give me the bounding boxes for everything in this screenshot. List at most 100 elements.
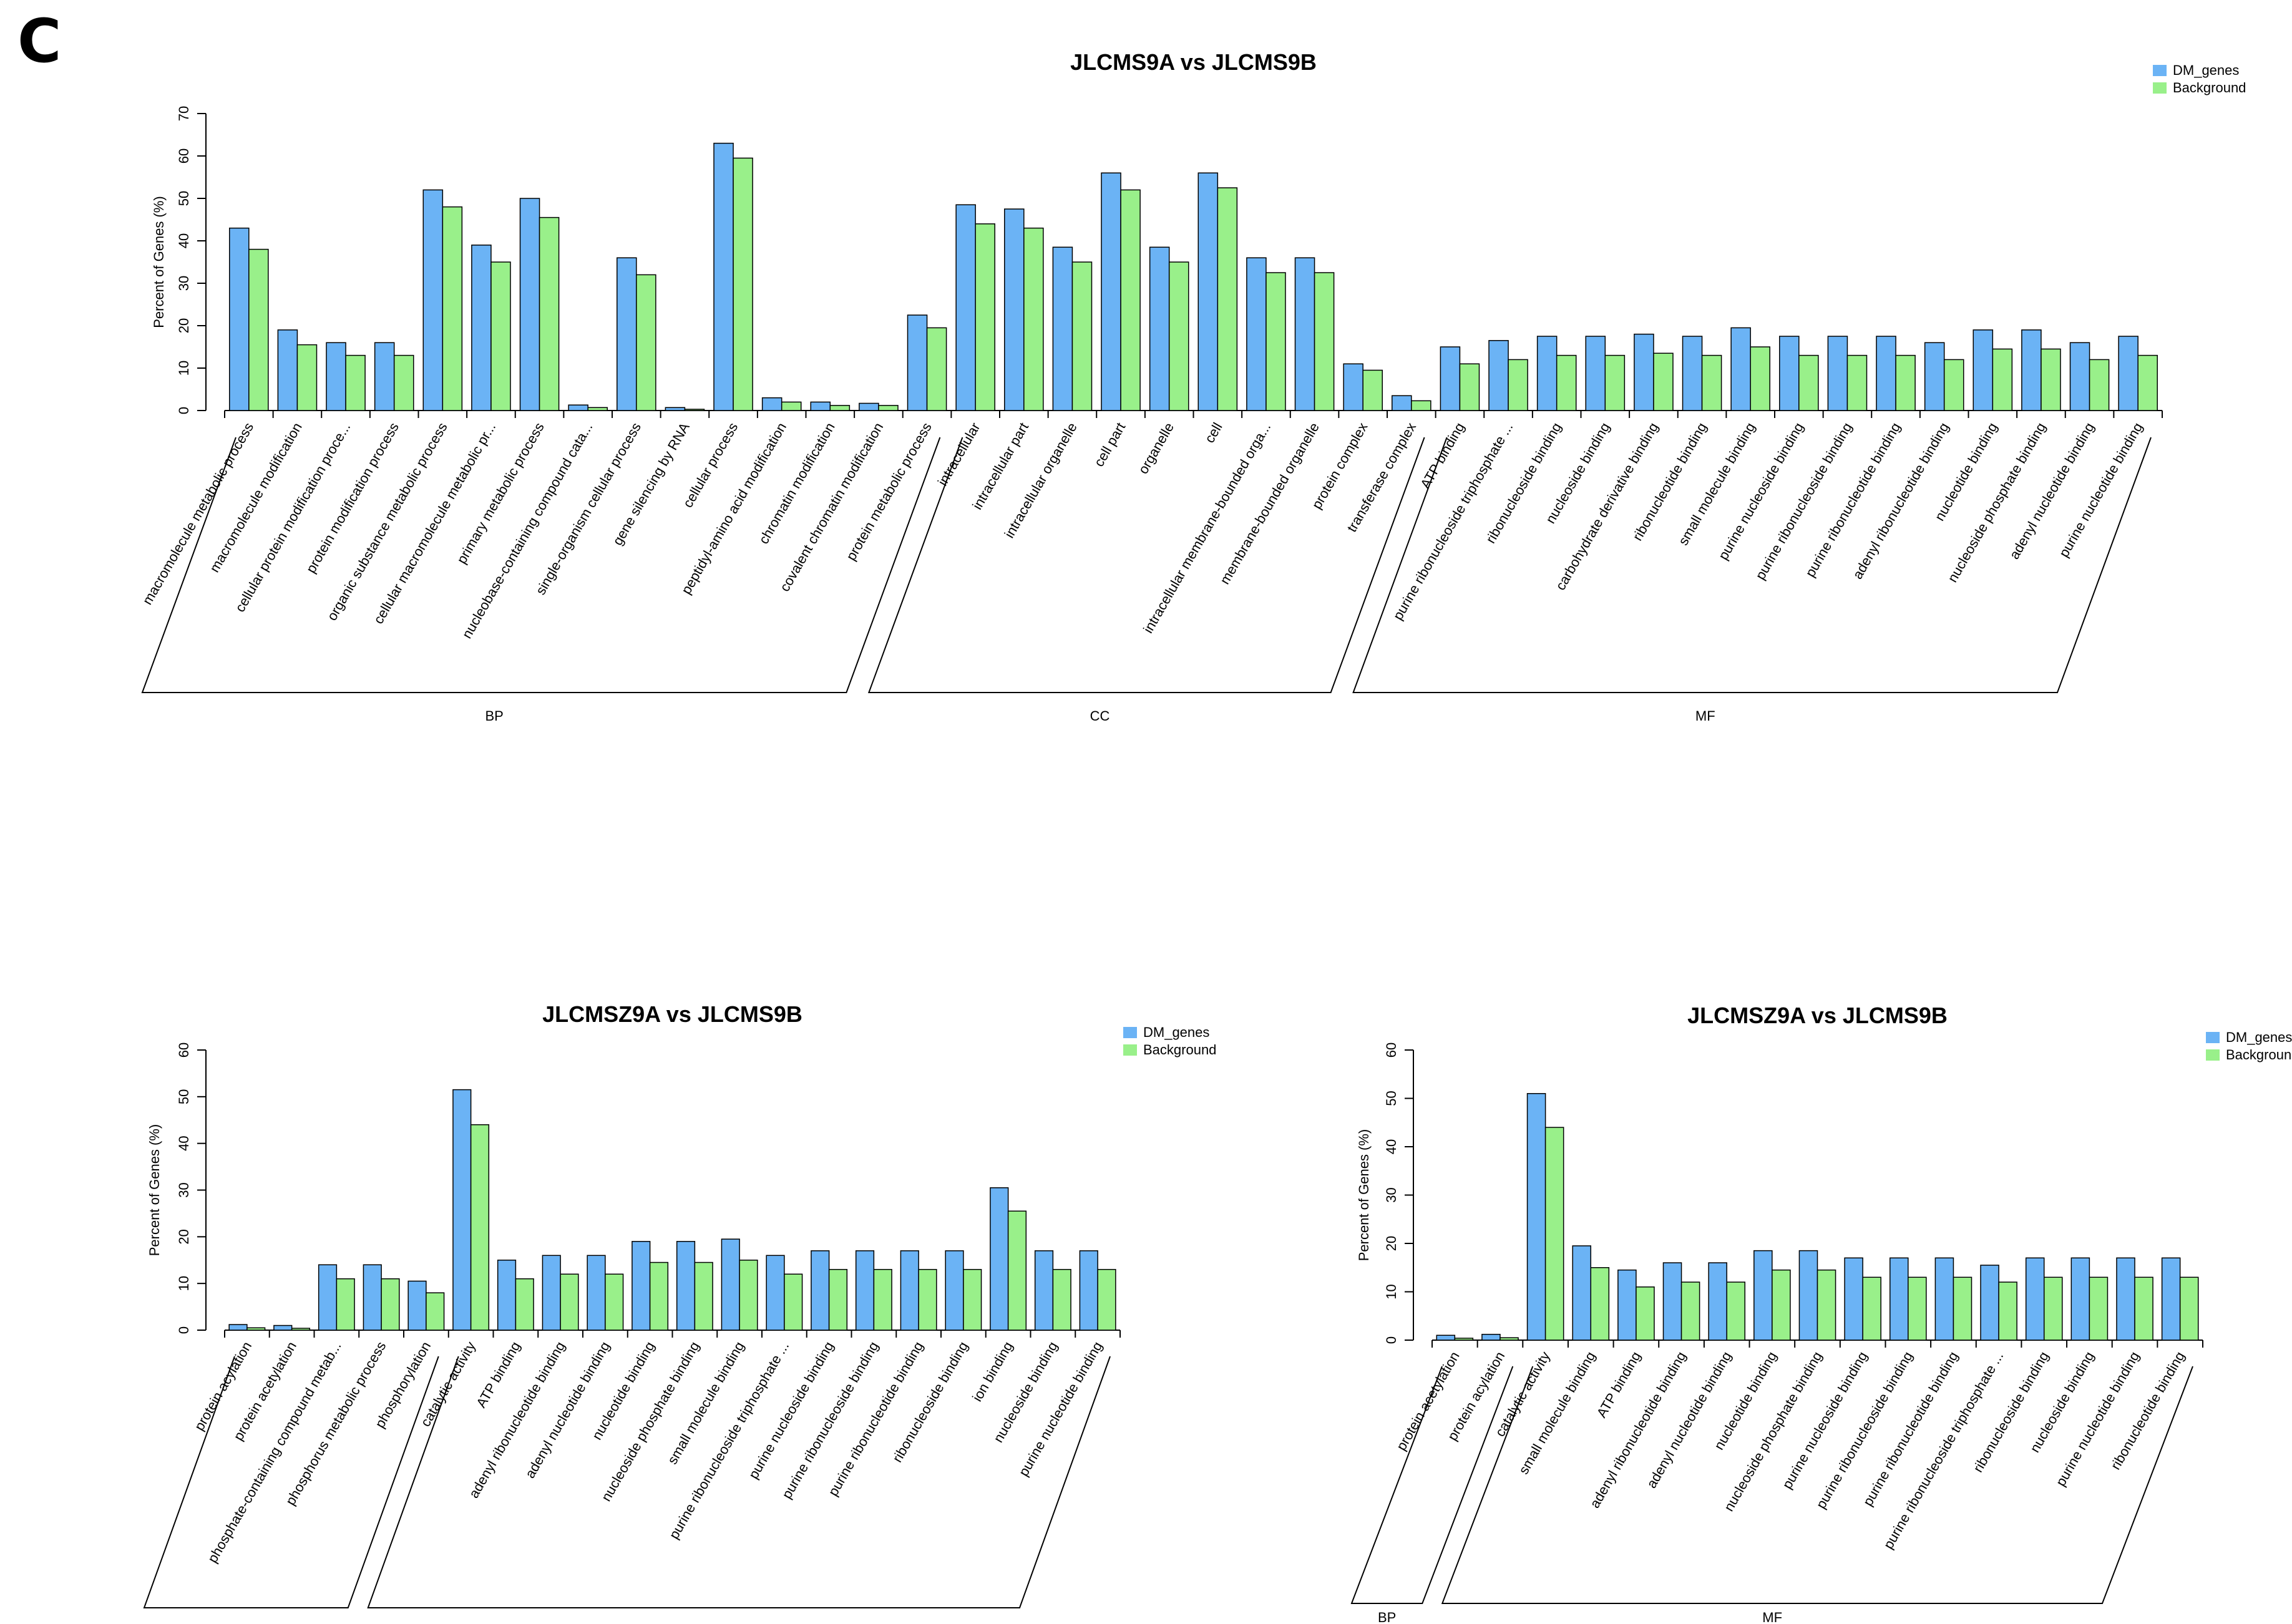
bar-dm-genes bbox=[1634, 333, 1654, 411]
bar-background bbox=[975, 223, 995, 411]
bar-dm-genes bbox=[2021, 329, 2042, 411]
x-category-label: nucleoside phosphate binding bbox=[1944, 420, 2049, 585]
bar-background bbox=[878, 405, 899, 411]
bar-background bbox=[539, 216, 560, 411]
bar-background bbox=[515, 1278, 534, 1331]
x-category-label: macromolecule modification bbox=[207, 420, 305, 575]
y-tick-label: 30 bbox=[176, 1182, 192, 1197]
bar-background bbox=[828, 1268, 848, 1331]
bar-dm-genes bbox=[519, 198, 540, 411]
bar-dm-genes bbox=[1572, 1245, 1592, 1341]
bar-dm-genes bbox=[1488, 340, 1509, 411]
bar-dm-genes bbox=[713, 142, 734, 411]
x-category-label: cell part bbox=[1091, 420, 1128, 469]
bar-background bbox=[1362, 369, 1383, 411]
bar-background bbox=[587, 407, 608, 411]
bar-dm-genes bbox=[665, 407, 686, 411]
group-label: BP bbox=[485, 708, 504, 724]
bar-dm-genes bbox=[363, 1264, 382, 1331]
bar-dm-genes bbox=[318, 1264, 338, 1331]
bar-dm-genes bbox=[721, 1238, 740, 1331]
bar-dm-genes bbox=[2025, 1257, 2045, 1341]
legend-swatch bbox=[1123, 1027, 1137, 1038]
bar-dm-genes bbox=[1980, 1265, 1999, 1341]
chart-title: JLCMS9A vs JLCMS9B bbox=[1070, 49, 1317, 75]
x-category-label: membrane-bounded organelle bbox=[1217, 420, 1322, 587]
bar-dm-genes bbox=[452, 1089, 472, 1331]
bar-dm-genes bbox=[1536, 336, 1558, 411]
bar-dm-genes bbox=[1052, 246, 1073, 411]
bar-dm-genes bbox=[1844, 1257, 1863, 1341]
bar-background bbox=[1750, 346, 1770, 411]
bar-dm-genes bbox=[766, 1255, 785, 1331]
bar-dm-genes bbox=[1343, 363, 1363, 411]
bar-dm-genes bbox=[277, 329, 298, 411]
x-category-label: ATP binding bbox=[1417, 420, 1468, 492]
legend-label: Background bbox=[2226, 1047, 2292, 1062]
bar-background bbox=[1701, 354, 1722, 411]
x-category-label: adenyl ribonucleotide binding bbox=[1850, 420, 1952, 581]
y-tick-label: 60 bbox=[176, 1043, 192, 1058]
x-category-label: primary metabolic process bbox=[454, 420, 547, 566]
y-tick-label: 20 bbox=[1383, 1236, 1399, 1251]
bar-background bbox=[393, 354, 414, 411]
bar-background bbox=[1168, 261, 1189, 411]
y-tick-label: 50 bbox=[176, 191, 192, 206]
bar-background bbox=[1500, 1337, 1519, 1341]
bar-background bbox=[560, 1273, 579, 1331]
bar-dm-genes bbox=[1440, 346, 1461, 411]
bar-background bbox=[963, 1268, 982, 1331]
bar-background bbox=[1265, 272, 1286, 411]
y-tick-label: 30 bbox=[176, 276, 192, 291]
y-tick-label: 60 bbox=[176, 148, 192, 163]
bar-background bbox=[1998, 1281, 2017, 1341]
y-tick-label: 60 bbox=[1383, 1043, 1399, 1058]
chart-title: JLCMSZ9A vs JLCMS9B bbox=[542, 1001, 802, 1027]
bar-dm-genes bbox=[374, 342, 395, 411]
bar-background bbox=[1411, 400, 1431, 411]
group-label: CC bbox=[1090, 708, 1110, 724]
bar-background bbox=[1314, 272, 1335, 411]
bar-background bbox=[694, 1262, 713, 1331]
x-category-label: covalent chromatin modification bbox=[777, 420, 887, 594]
x-category-label: purine nucleoside binding bbox=[1779, 1349, 1870, 1492]
group-bracket bbox=[867, 437, 1425, 693]
bar-background bbox=[1772, 1269, 1791, 1341]
group-label: BP bbox=[1378, 1610, 1396, 1624]
legend-swatch bbox=[1123, 1044, 1137, 1056]
x-category-label: purine nucleotide binding bbox=[2052, 1349, 2142, 1489]
bar-dm-genes bbox=[497, 1260, 517, 1331]
bar-dm-genes bbox=[2069, 342, 2090, 411]
bar-dm-genes bbox=[1079, 1250, 1098, 1331]
bar-dm-genes bbox=[1101, 172, 1121, 411]
y-tick-label: 10 bbox=[176, 1276, 192, 1291]
x-category-label: small molecule binding bbox=[665, 1339, 748, 1467]
group-bracket bbox=[367, 1356, 1111, 1608]
legend-swatch bbox=[2206, 1032, 2220, 1043]
y-tick-label: 40 bbox=[176, 1135, 192, 1150]
bar-background bbox=[1636, 1286, 1655, 1341]
bar-background bbox=[649, 1262, 669, 1331]
bar-background bbox=[1862, 1276, 1881, 1341]
bar-background bbox=[336, 1278, 355, 1331]
bar-dm-genes bbox=[1246, 257, 1267, 411]
bar-background bbox=[2134, 1276, 2153, 1341]
bar-dm-genes bbox=[2070, 1257, 2090, 1341]
bar-background bbox=[490, 261, 511, 411]
bar-background bbox=[873, 1268, 892, 1331]
bar-dm-genes bbox=[1662, 1262, 1682, 1341]
bar-background bbox=[2041, 348, 2061, 411]
bar-background bbox=[1556, 354, 1577, 411]
chart-bottom-right: JLCMSZ9A vs JLCMS9B 0 10 20 30 40 50 60 Percent … bbox=[1350, 1003, 2292, 1624]
x-category-label: purine ribonucleoside binding bbox=[1752, 420, 1855, 582]
bar-dm-genes bbox=[990, 1187, 1009, 1331]
bar-dm-genes bbox=[811, 1250, 830, 1331]
bar-dm-genes bbox=[2118, 336, 2138, 411]
bar-dm-genes bbox=[900, 1250, 919, 1331]
bar-dm-genes bbox=[810, 401, 831, 411]
bar-dm-genes bbox=[229, 227, 250, 411]
bar-background bbox=[1817, 1269, 1836, 1341]
bar-dm-genes bbox=[617, 257, 637, 411]
bar-dm-genes bbox=[1682, 336, 1703, 411]
bar-background bbox=[1604, 354, 1626, 411]
